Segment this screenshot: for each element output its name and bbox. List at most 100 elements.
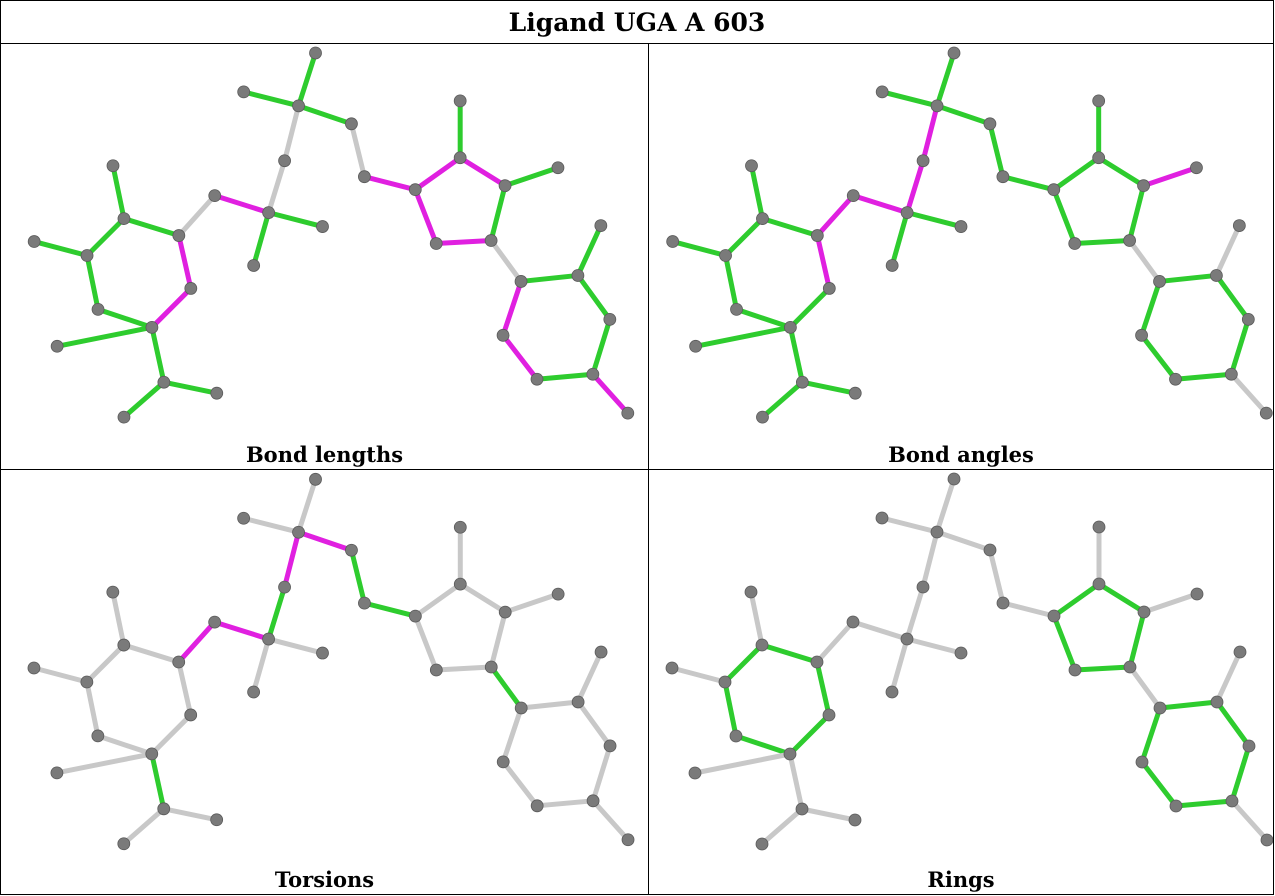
bond — [904, 158, 926, 216]
bond — [934, 50, 957, 109]
atom — [514, 701, 528, 715]
bond — [575, 699, 613, 749]
atom — [603, 312, 617, 326]
atom — [278, 580, 291, 594]
bond — [904, 636, 964, 656]
atom — [1242, 739, 1256, 753]
bond — [361, 600, 418, 619]
bond — [814, 659, 832, 718]
atom — [157, 802, 171, 816]
atom — [1260, 833, 1273, 847]
bond — [84, 679, 101, 739]
bond — [121, 379, 167, 420]
atom — [514, 275, 528, 288]
atom — [1137, 179, 1150, 193]
atom — [117, 212, 131, 225]
panel-caption: Bond angles — [888, 442, 1034, 467]
atom — [496, 328, 510, 342]
atom — [453, 577, 467, 591]
bond — [1139, 278, 1163, 338]
bond — [814, 193, 856, 239]
panel-bond-angles: Bond angles — [649, 44, 1273, 470]
atom — [210, 813, 224, 827]
bond — [1051, 581, 1102, 619]
bond — [241, 515, 302, 535]
bond — [1096, 581, 1147, 615]
atom — [309, 472, 322, 486]
bond — [296, 50, 319, 109]
bond — [1139, 759, 1179, 809]
atom — [484, 660, 498, 674]
atom — [916, 154, 930, 168]
bond — [282, 529, 302, 590]
atom — [745, 159, 758, 173]
bond — [296, 529, 354, 553]
bond — [814, 619, 856, 665]
atom — [846, 189, 860, 203]
atom — [1068, 237, 1082, 250]
bond — [987, 121, 1006, 180]
bond — [1139, 705, 1163, 765]
atom — [262, 206, 276, 219]
bond — [1173, 798, 1235, 809]
atom — [783, 747, 797, 761]
atom — [106, 159, 120, 173]
atom — [689, 339, 703, 353]
bond — [920, 103, 940, 164]
bond — [212, 619, 272, 642]
bond — [433, 664, 494, 673]
atom — [453, 94, 467, 108]
bond — [787, 324, 805, 385]
bond — [722, 679, 739, 739]
atom — [208, 615, 222, 629]
atom — [358, 170, 371, 184]
atom — [496, 755, 510, 769]
atom — [1233, 645, 1247, 659]
bond — [121, 806, 167, 847]
atom — [91, 729, 105, 743]
atom — [530, 799, 544, 813]
panel-rings: Rings — [649, 470, 1273, 894]
atom — [1169, 372, 1182, 386]
atom — [718, 675, 732, 689]
bond — [266, 158, 288, 216]
bond — [31, 665, 90, 685]
atom — [530, 372, 544, 386]
panel-caption: Rings — [927, 867, 995, 892]
atom — [1225, 794, 1239, 808]
bond — [1228, 316, 1251, 377]
atom — [1068, 663, 1082, 677]
bond — [84, 253, 101, 312]
bond — [500, 332, 540, 382]
atom — [665, 661, 679, 675]
atom — [262, 632, 275, 646]
atom — [429, 663, 443, 677]
atom — [848, 386, 862, 400]
bond — [31, 239, 90, 258]
atom — [408, 183, 422, 197]
bond — [879, 515, 940, 535]
atom — [50, 339, 64, 353]
atom — [744, 585, 758, 599]
bond — [534, 798, 596, 809]
bond — [1141, 165, 1199, 189]
atom — [1210, 269, 1223, 282]
bond — [889, 210, 910, 268]
molecule-diagram-rings — [665, 472, 1273, 851]
bond — [590, 371, 631, 416]
atom — [586, 367, 600, 381]
bond — [348, 547, 367, 606]
bond — [412, 155, 463, 193]
bond — [934, 529, 993, 553]
atom — [1092, 577, 1106, 591]
bond — [1214, 699, 1252, 749]
bond — [787, 712, 832, 757]
atom — [80, 675, 94, 689]
bond — [110, 589, 127, 648]
bond — [266, 210, 325, 230]
bond — [1072, 238, 1133, 247]
bond — [488, 609, 508, 670]
bond — [733, 733, 793, 757]
atom — [954, 646, 968, 660]
molecule-diagram-bond-angles — [666, 46, 1273, 424]
